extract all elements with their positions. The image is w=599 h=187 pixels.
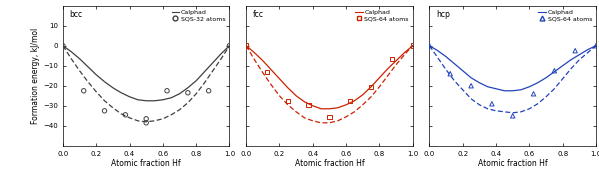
Point xyxy=(529,92,539,95)
Point xyxy=(141,117,151,120)
Point xyxy=(325,115,334,118)
Point xyxy=(120,113,130,116)
Point xyxy=(367,85,376,88)
Point xyxy=(591,44,599,47)
X-axis label: Atomic fraction Hf: Atomic fraction Hf xyxy=(111,160,181,168)
Point xyxy=(466,84,476,87)
Legend: Calphad, SQS-32 atoms: Calphad, SQS-32 atoms xyxy=(171,9,226,22)
Point xyxy=(141,121,151,124)
Point xyxy=(283,99,292,102)
Point xyxy=(183,91,193,94)
Point xyxy=(304,103,313,106)
Point xyxy=(570,49,580,52)
Text: hcp: hcp xyxy=(436,10,450,19)
Point xyxy=(204,89,213,92)
Point xyxy=(58,44,68,47)
Point xyxy=(162,89,172,92)
Point xyxy=(387,57,397,60)
Y-axis label: Formation energy, kJ/mol: Formation energy, kJ/mol xyxy=(31,28,40,124)
Point xyxy=(446,72,455,75)
Point xyxy=(241,44,251,47)
X-axis label: Atomic fraction Hf: Atomic fraction Hf xyxy=(295,160,364,168)
Point xyxy=(262,70,272,73)
Text: bcc: bcc xyxy=(69,10,83,19)
Point xyxy=(549,69,559,72)
Point xyxy=(408,44,418,47)
Legend: Calphad, SQS-64 atoms: Calphad, SQS-64 atoms xyxy=(355,9,410,22)
Point xyxy=(79,89,89,92)
Point xyxy=(508,114,518,117)
Legend: Calphad, SQS-64 atoms: Calphad, SQS-64 atoms xyxy=(538,9,593,22)
Point xyxy=(100,109,110,112)
Point xyxy=(425,44,434,47)
Point xyxy=(225,44,234,47)
Point xyxy=(487,102,497,105)
Text: fcc: fcc xyxy=(253,10,264,19)
Point xyxy=(346,99,355,102)
X-axis label: Atomic fraction Hf: Atomic fraction Hf xyxy=(478,160,547,168)
